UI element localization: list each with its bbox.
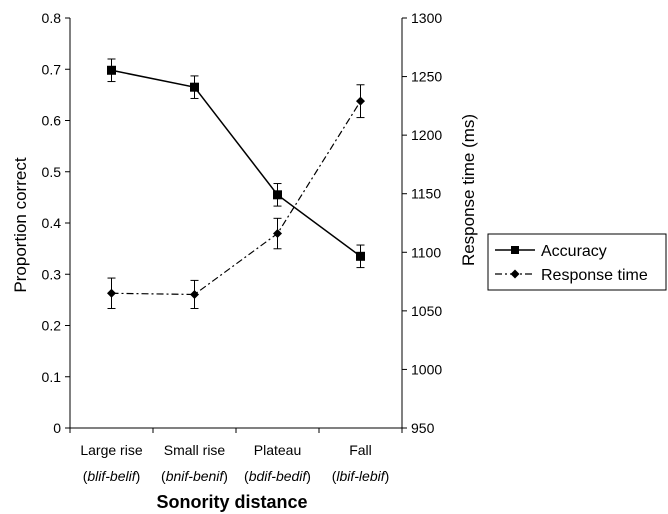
left-tick-label: 0.3 xyxy=(42,266,62,282)
right-tick-label: 1100 xyxy=(411,244,441,260)
data-point xyxy=(107,65,116,75)
legend-response-marker xyxy=(510,269,520,279)
right-tick-label: 1300 xyxy=(411,10,442,26)
left-tick-label: 0.2 xyxy=(42,318,62,334)
left-tick-label: 0.6 xyxy=(42,113,62,129)
data-point xyxy=(107,288,116,298)
data-point xyxy=(273,229,282,239)
right-axis-title: Response time (ms) xyxy=(459,114,478,266)
left-tick-label: 0.7 xyxy=(42,61,62,77)
data-point xyxy=(190,289,199,299)
data-point xyxy=(356,251,365,261)
x-category-example: (bnif-benif) xyxy=(161,468,228,484)
left-tick-label: 0.4 xyxy=(42,215,62,231)
right-tick-label: 1050 xyxy=(411,303,442,319)
plot-area xyxy=(69,18,403,429)
series-accuracy xyxy=(107,58,365,269)
data-point xyxy=(190,82,199,92)
right-tick-label: 1250 xyxy=(411,69,442,85)
series-line xyxy=(111,100,362,296)
x-category-label: Plateau xyxy=(254,442,301,458)
right-tick-label: 1000 xyxy=(411,361,442,377)
x-category-example: (blif-belif) xyxy=(83,468,141,484)
x-category-label: Small rise xyxy=(164,442,226,458)
series-layer xyxy=(107,58,365,310)
data-point xyxy=(356,96,365,106)
legend-accuracy-marker xyxy=(511,246,519,254)
right-y-ticks: 950 1000 1050 1100 1150 1200 1250 1300 xyxy=(402,10,442,436)
left-tick-label: 0 xyxy=(53,420,61,436)
legend-box xyxy=(487,233,667,291)
left-y-ticks: 0 0.1 0.2 0.3 0.4 0.5 0.6 0.7 0.8 xyxy=(42,10,70,436)
x-category-label: Large rise xyxy=(80,442,142,458)
right-tick-label: 1150 xyxy=(411,186,441,202)
series-response-time xyxy=(107,84,365,310)
x-category-label: Fall xyxy=(349,442,372,458)
x-axis-title: Sonority distance xyxy=(156,492,307,512)
data-point xyxy=(273,190,282,200)
right-tick-label: 1200 xyxy=(411,127,442,143)
left-axis-title: Proportion correct xyxy=(11,157,30,292)
left-tick-label: 0.8 xyxy=(42,10,62,26)
x-category-example: (bdif-bedif) xyxy=(244,468,311,484)
left-tick-label: 0.5 xyxy=(42,164,62,180)
legend-accuracy-label: Accuracy xyxy=(541,243,607,260)
legend: Accuracy Response time xyxy=(487,233,667,291)
left-tick-label: 0.1 xyxy=(42,369,62,385)
x-category-example: (lbif-lebif) xyxy=(332,468,390,484)
series-line xyxy=(111,69,361,257)
legend-response-label: Response time xyxy=(541,267,648,284)
right-tick-label: 950 xyxy=(411,420,435,436)
x-ticks: Large rise (blif-belif) Small rise (bnif-be… xyxy=(69,428,403,484)
